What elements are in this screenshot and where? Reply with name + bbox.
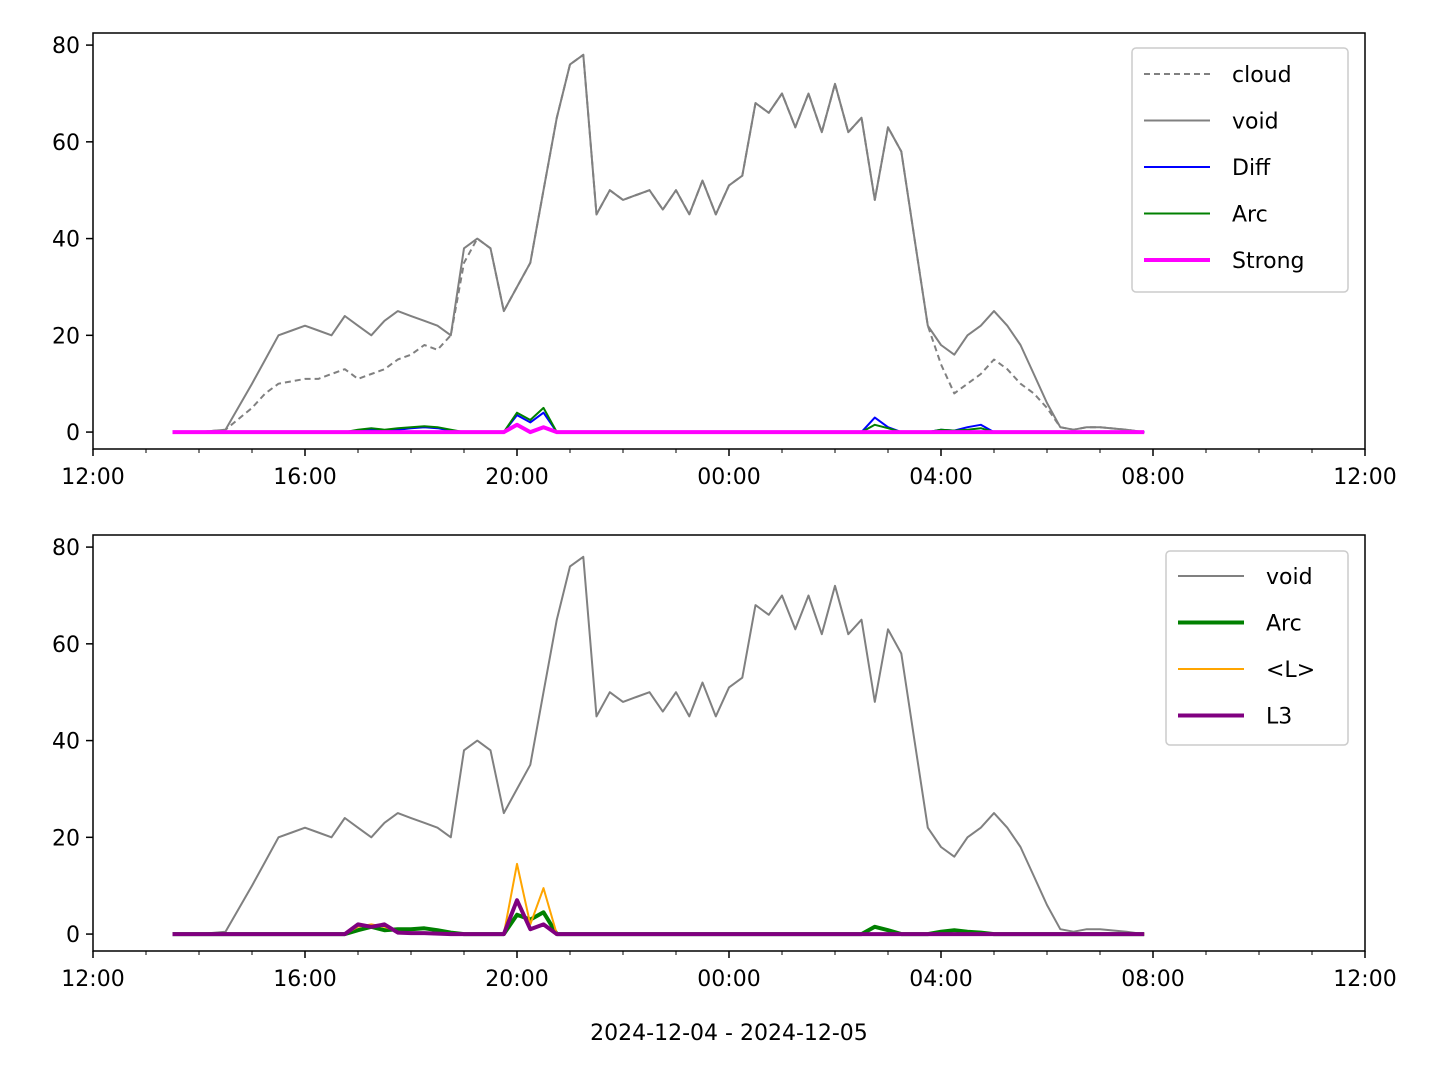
y-tick-label: 40 [52,730,80,755]
legend-label: void [1266,565,1313,590]
x-tick-label: 12:00 [1333,967,1396,992]
top-legend: cloud void Diff Arc Strong [1132,48,1348,292]
x-tick-label: 08:00 [1121,967,1184,992]
x-tick-label: 08:00 [1121,465,1184,490]
bottom-legend: void Arc <L> L3 [1166,551,1348,745]
x-tick-label: 20:00 [485,967,548,992]
top-chart: 0 20 40 60 80 12:00 16:00 20:00 00:00 04:00 08:00 1… [52,33,1397,490]
y-tick-label: 20 [52,826,80,851]
legend-label: <L> [1266,658,1315,683]
legend-label: cloud [1232,63,1292,88]
x-tick-label: 04:00 [909,465,972,490]
x-tick-label: 16:00 [273,465,336,490]
y-tick-label: 60 [52,131,80,156]
x-tick-label: 20:00 [485,465,548,490]
x-tick-label: 16:00 [273,967,336,992]
x-tick-label: 12:00 [61,967,124,992]
legend-label: Diff [1232,156,1271,181]
legend-label: void [1232,110,1279,135]
y-tick-label: 20 [52,324,80,349]
x-tick-label: 04:00 [909,967,972,992]
y-tick-label: 80 [52,536,80,561]
bottom-chart: 0 20 40 60 80 12:00 16:00 20:00 00:00 04:00 08:00 1… [52,535,1397,992]
legend-label: Arc [1232,203,1268,228]
x-tick-label: 00:00 [697,967,760,992]
y-tick-label: 60 [52,633,80,658]
x-axis-label: 2024-12-04 - 2024-12-05 [590,1021,868,1046]
legend-label: Strong [1232,249,1305,274]
x-tick-label: 12:00 [61,465,124,490]
y-tick-label: 40 [52,228,80,253]
x-tick-label: 00:00 [697,465,760,490]
y-tick-label: 0 [66,923,80,948]
legend-label: Arc [1266,612,1302,637]
legend-label: L3 [1266,705,1292,730]
y-tick-label: 0 [66,421,80,446]
y-tick-label: 80 [52,34,80,59]
x-tick-label: 12:00 [1333,465,1396,490]
